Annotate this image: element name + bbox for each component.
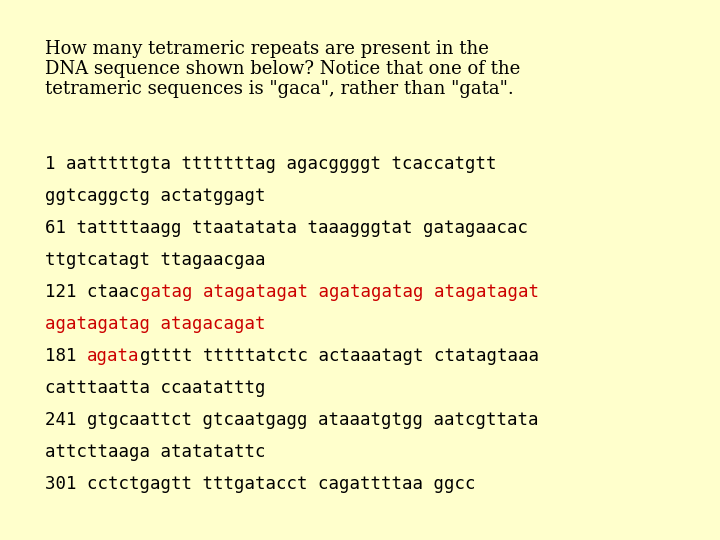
Text: 181: 181 — [45, 347, 87, 365]
Text: 301 cctctgagtt tttgatacct cagattttaa ggcc: 301 cctctgagtt tttgatacct cagattttaa ggc… — [45, 475, 475, 493]
Text: 121 ctaac: 121 ctaac — [45, 283, 140, 301]
Text: ggtcaggctg actatggagt: ggtcaggctg actatggagt — [45, 187, 266, 205]
Text: ttgtcatagt ttagaacgaa: ttgtcatagt ttagaacgaa — [45, 251, 266, 269]
Text: catttaatta ccaatatttg: catttaatta ccaatatttg — [45, 379, 266, 397]
Text: agata: agata — [87, 347, 140, 365]
Text: 241 gtgcaattct gtcaatgagg ataaatgtgg aatcgttata: 241 gtgcaattct gtcaatgagg ataaatgtgg aat… — [45, 411, 539, 429]
Text: tetrameric sequences is "gaca", rather than "gata".: tetrameric sequences is "gaca", rather t… — [45, 80, 514, 98]
Text: attcttaaga atatatattc: attcttaaga atatatattc — [45, 443, 266, 461]
Text: gatag atagatagat agatagatag atagatagat: gatag atagatagat agatagatag atagatagat — [140, 283, 539, 301]
Text: 1 aatttttgta tttttttag agacggggt tcaccatgtt: 1 aatttttgta tttttttag agacggggt tcaccat… — [45, 155, 497, 173]
Text: DNA sequence shown below? Notice that one of the: DNA sequence shown below? Notice that on… — [45, 60, 521, 78]
Text: agatagatag atagacagat: agatagatag atagacagat — [45, 315, 266, 333]
Text: How many tetrameric repeats are present in the: How many tetrameric repeats are present … — [45, 40, 489, 58]
Text: gtttt tttttatctc actaaatagt ctatagtaaa: gtttt tttttatctc actaaatagt ctatagtaaa — [140, 347, 539, 365]
Text: 61 tattttaagg ttaatatata taaagggtat gatagaacac: 61 tattttaagg ttaatatata taaagggtat gata… — [45, 219, 528, 237]
